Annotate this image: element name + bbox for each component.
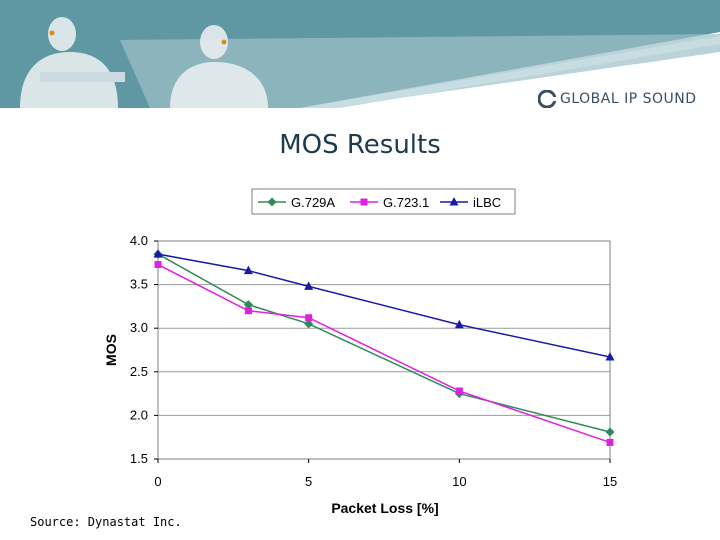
y-tick-label: 2.5 xyxy=(130,364,148,379)
data-point-g-723-1 xyxy=(154,261,162,269)
person-left-illustration xyxy=(20,17,125,108)
legend-marker-ilbc xyxy=(449,197,459,206)
plot-frame xyxy=(157,240,611,460)
data-point-g-729a xyxy=(243,300,253,310)
legend-marker-g-723-1 xyxy=(360,198,368,206)
banner-map-shape xyxy=(120,34,720,108)
y-tick-label: 4.0 xyxy=(130,233,148,248)
x-tick-label: 10 xyxy=(452,474,466,489)
data-point-ilbc xyxy=(605,351,615,361)
data-point-ilbc xyxy=(243,265,253,275)
y-tick-label: 2.0 xyxy=(130,407,148,422)
company-logo: GLOBAL IP SOUND xyxy=(538,86,697,112)
logo-mark-icon xyxy=(538,90,556,108)
data-point-g-723-1 xyxy=(455,387,463,395)
x-axis-label: Packet Loss [%] xyxy=(331,500,438,516)
legend-label-g-729a: G.729A xyxy=(291,195,335,210)
legend-marker-g-729a xyxy=(267,197,277,207)
data-point-g-723-1 xyxy=(606,438,614,446)
data-point-g-723-1 xyxy=(244,307,252,315)
x-tick-label: 5 xyxy=(305,474,312,489)
header-banner xyxy=(0,0,720,108)
y-tick-label: 3.5 xyxy=(130,277,148,292)
plot-area: 1.5 2.0 2.5 3.0 3.5 4.0 0 5 10 15 xyxy=(130,233,617,489)
headset-icon xyxy=(49,30,55,36)
data-point-ilbc xyxy=(153,249,163,258)
x-tick-label: 15 xyxy=(603,474,617,489)
data-point-g-723-1 xyxy=(305,314,313,322)
y-axis-label: MOS xyxy=(103,334,119,366)
data-point-g-729a xyxy=(304,319,314,329)
data-point-g-729a xyxy=(605,427,615,437)
legend-label-g-723-1: G.723.1 xyxy=(383,195,429,210)
chart-legend: G.729A G.723.1 iLBC xyxy=(251,188,516,215)
data-point-ilbc xyxy=(454,319,464,329)
headset-icon xyxy=(221,39,227,45)
y-tick-label: 1.5 xyxy=(130,451,148,466)
x-tick-label: 0 xyxy=(154,474,161,489)
person-right-illustration xyxy=(170,25,268,108)
data-point-ilbc xyxy=(304,281,314,290)
y-tick-label: 3.0 xyxy=(130,320,148,335)
source-note: Source: Dynastat Inc. xyxy=(30,515,182,529)
slide-title: MOS Results xyxy=(279,130,441,160)
legend-box xyxy=(251,188,516,215)
logo-text: GLOBAL IP SOUND xyxy=(560,91,697,107)
banner-stripe xyxy=(300,36,720,108)
legend-label-ilbc: iLBC xyxy=(473,195,501,210)
